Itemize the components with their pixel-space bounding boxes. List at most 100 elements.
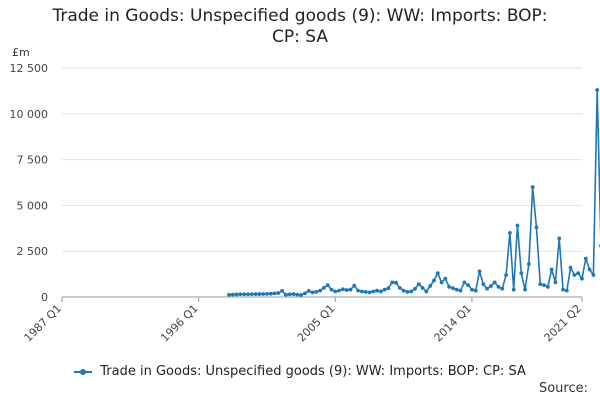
data-point[interactable] (325, 283, 330, 287)
data-point[interactable] (473, 288, 478, 293)
data-point[interactable] (561, 287, 565, 292)
data-point[interactable] (299, 293, 304, 297)
data-point[interactable] (287, 292, 292, 297)
data-point[interactable] (303, 291, 307, 296)
data-point[interactable] (564, 288, 569, 293)
data-point[interactable] (481, 282, 486, 287)
data-point[interactable] (413, 286, 417, 291)
data-point[interactable] (280, 288, 285, 293)
data-point[interactable] (249, 292, 254, 297)
data-point[interactable] (519, 271, 524, 276)
data-point[interactable] (432, 278, 436, 283)
data-point[interactable] (515, 223, 520, 228)
data-point[interactable] (310, 290, 315, 295)
data-point[interactable] (462, 280, 467, 285)
data-point[interactable] (583, 256, 588, 261)
data-point[interactable] (580, 276, 584, 281)
data-point[interactable] (348, 287, 353, 292)
data-point[interactable] (333, 289, 338, 294)
data-point[interactable] (378, 289, 383, 294)
data-point[interactable] (409, 289, 414, 294)
data-point[interactable] (466, 283, 471, 287)
legend[interactable]: Trade in Goods: Unspecified goods (9): W… (0, 364, 600, 379)
data-point[interactable] (352, 283, 357, 288)
data-point[interactable] (420, 285, 425, 290)
data-point[interactable] (322, 285, 326, 290)
data-point[interactable] (238, 292, 243, 297)
data-point[interactable] (295, 292, 300, 297)
data-point[interactable] (542, 283, 546, 287)
data-point[interactable] (511, 287, 516, 292)
data-point[interactable] (530, 185, 535, 189)
data-point[interactable] (496, 285, 501, 289)
data-point[interactable] (291, 292, 296, 296)
data-point[interactable] (587, 267, 592, 272)
data-point[interactable] (265, 291, 269, 296)
data-point[interactable] (595, 88, 600, 92)
data-point[interactable] (489, 284, 493, 288)
data-point[interactable] (534, 225, 539, 230)
data-point[interactable] (344, 288, 349, 292)
data-point[interactable] (253, 292, 258, 296)
data-point[interactable] (306, 289, 311, 293)
data-point[interactable] (340, 287, 345, 292)
data-point[interactable] (545, 285, 550, 289)
data-point[interactable] (500, 286, 505, 291)
data-point[interactable] (390, 280, 395, 285)
data-point[interactable] (394, 280, 398, 285)
data-point[interactable] (470, 287, 474, 292)
data-point[interactable] (329, 287, 334, 292)
data-point[interactable] (272, 291, 277, 296)
data-point[interactable] (572, 273, 577, 277)
data-point[interactable] (424, 289, 429, 294)
data-point[interactable] (568, 265, 573, 270)
data-point[interactable] (359, 289, 364, 294)
data-point[interactable] (230, 292, 235, 297)
data-point[interactable] (538, 282, 543, 287)
data-point[interactable] (261, 292, 266, 296)
data-point[interactable] (557, 236, 562, 241)
data-point[interactable] (268, 291, 273, 296)
data-point[interactable] (549, 267, 554, 272)
data-point[interactable] (242, 292, 247, 297)
data-point[interactable] (439, 280, 444, 285)
data-point[interactable] (356, 288, 360, 293)
data-point[interactable] (227, 292, 231, 297)
data-point[interactable] (504, 273, 508, 277)
data-point[interactable] (526, 262, 531, 266)
data-point[interactable] (428, 284, 433, 288)
data-point[interactable] (371, 289, 376, 294)
data-point[interactable] (477, 269, 482, 274)
data-point[interactable] (485, 286, 490, 291)
data-point[interactable] (367, 290, 372, 295)
data-point[interactable] (523, 287, 527, 292)
data-point[interactable] (314, 289, 319, 294)
data-point[interactable] (576, 271, 581, 276)
data-point[interactable] (454, 287, 459, 292)
x-tick-label: 1987 Q1 (22, 302, 65, 345)
data-point[interactable] (591, 273, 596, 277)
data-point[interactable] (246, 292, 250, 297)
data-point[interactable] (284, 292, 288, 297)
data-point[interactable] (337, 288, 341, 293)
data-point[interactable] (375, 288, 379, 293)
data-point[interactable] (553, 280, 558, 285)
data-point[interactable] (234, 292, 239, 297)
data-point[interactable] (458, 288, 463, 293)
data-point[interactable] (318, 288, 322, 293)
data-point[interactable] (435, 271, 440, 276)
data-point[interactable] (443, 276, 448, 281)
data-point[interactable] (492, 280, 497, 285)
data-point[interactable] (363, 289, 368, 294)
data-point[interactable] (405, 289, 410, 294)
data-point[interactable] (257, 292, 262, 296)
data-point[interactable] (382, 287, 387, 292)
data-point[interactable] (397, 285, 402, 290)
data-point[interactable] (401, 288, 406, 293)
data-point[interactable] (507, 230, 512, 235)
data-point[interactable] (276, 291, 281, 295)
data-point[interactable] (386, 286, 391, 291)
data-point[interactable] (451, 286, 455, 291)
data-point[interactable] (447, 285, 452, 289)
data-point[interactable] (416, 282, 421, 287)
